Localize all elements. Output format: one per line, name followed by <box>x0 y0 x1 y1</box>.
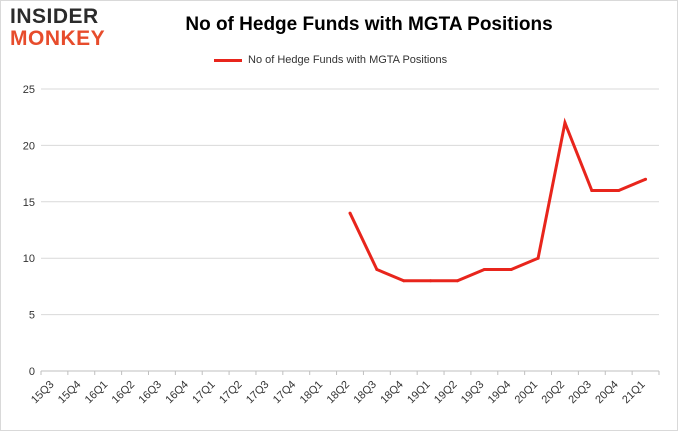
x-tick-label-18Q1: 18Q1 <box>298 379 326 407</box>
logo-line-insider: INSIDER <box>10 5 99 28</box>
chart-title: No of Hedge Funds with MGTA Positions <box>185 14 553 35</box>
data-point-21Q1 <box>644 177 648 181</box>
data-point-18Q3 <box>375 267 379 271</box>
x-tick-label-20Q3: 20Q3 <box>566 379 594 407</box>
x-tick-label-16Q4: 16Q4 <box>163 379 191 407</box>
x-tick-label-16Q3: 16Q3 <box>137 379 165 407</box>
x-tick-label-17Q4: 17Q4 <box>271 379 299 407</box>
legend-label: No of Hedge Funds with MGTA Positions <box>248 54 448 66</box>
data-point-19Q4 <box>509 267 513 271</box>
x-tick-label-20Q2: 20Q2 <box>540 379 568 407</box>
data-point-19Q1 <box>429 279 433 283</box>
y-tick-label-5: 5 <box>29 310 35 322</box>
x-tick-label-19Q2: 19Q2 <box>432 379 460 407</box>
x-tick-label-16Q2: 16Q2 <box>110 379 138 407</box>
logo-line-monkey: MONKEY <box>10 27 106 50</box>
x-tick-label-16Q1: 16Q1 <box>83 379 111 407</box>
x-tick-label-20Q4: 20Q4 <box>593 379 621 407</box>
data-point-19Q2 <box>455 279 459 283</box>
data-point-18Q4 <box>402 279 406 283</box>
x-tick-label-15Q4: 15Q4 <box>56 379 84 407</box>
x-tick-label-17Q2: 17Q2 <box>217 379 245 407</box>
legend-swatch <box>214 58 242 62</box>
x-tick-label-19Q4: 19Q4 <box>486 379 514 407</box>
y-tick-label-15: 15 <box>23 197 35 209</box>
y-tick-label-10: 10 <box>23 253 35 265</box>
data-point-20Q3 <box>590 189 594 193</box>
data-point-20Q2 <box>563 121 567 125</box>
x-tick-label-17Q3: 17Q3 <box>244 379 272 407</box>
insider-monkey-logo: INSIDER MONKEY <box>10 6 130 56</box>
x-tick-label-18Q2: 18Q2 <box>325 379 353 407</box>
data-point-18Q2 <box>348 211 352 215</box>
data-point-19Q3 <box>482 267 486 271</box>
x-tick-label-15Q3: 15Q3 <box>29 379 57 407</box>
x-tick-label-20Q1: 20Q1 <box>513 379 541 407</box>
y-tick-label-25: 25 <box>23 84 35 96</box>
x-tick-label-19Q3: 19Q3 <box>459 379 487 407</box>
data-point-20Q4 <box>617 189 621 193</box>
x-tick-label-19Q1: 19Q1 <box>405 379 433 407</box>
x-tick-label-18Q3: 18Q3 <box>351 379 379 407</box>
x-tick-label-21Q1: 21Q1 <box>620 379 648 407</box>
x-tick-label-17Q1: 17Q1 <box>190 379 218 407</box>
data-point-20Q1 <box>536 256 540 260</box>
x-tick-label-18Q4: 18Q4 <box>378 379 406 407</box>
series-line-0 <box>348 117 647 283</box>
y-tick-label-20: 20 <box>23 140 35 152</box>
y-tick-label-0: 0 <box>29 366 35 378</box>
chart-legend: No of Hedge Funds with MGTA Positions <box>214 54 447 66</box>
